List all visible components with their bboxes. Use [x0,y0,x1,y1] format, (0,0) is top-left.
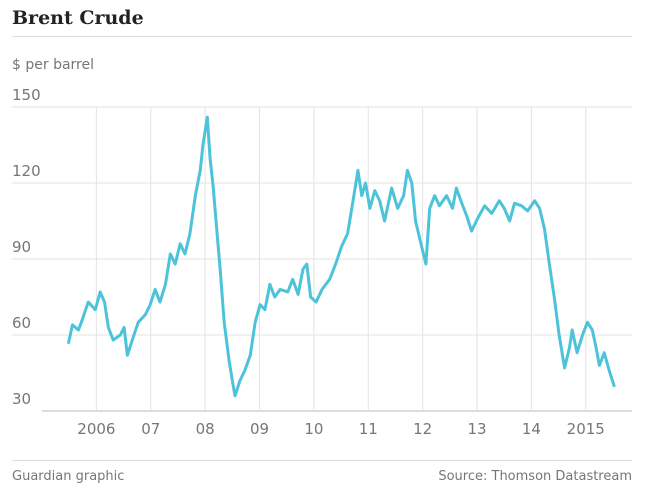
y-tick-label: 30 [12,390,31,408]
x-tick-label: 2006 [77,420,115,438]
y-tick-label: 60 [12,314,31,332]
price-line [67,115,616,398]
x-tick-label: 07 [141,420,160,438]
x-tick-label: 11 [359,420,378,438]
y-tick-label: 120 [12,162,41,180]
x-tick-label: 08 [196,420,215,438]
x-tick-label: 09 [250,420,269,438]
x-tick-label: 2015 [567,420,605,438]
y-tick-label: 90 [12,238,31,256]
x-tick-label: 13 [467,420,486,438]
x-tick-label: 10 [304,420,323,438]
source: Source: Thomson Datastream [438,469,632,484]
x-tick-label: 14 [522,420,541,438]
x-tick-label: 12 [413,420,432,438]
y-tick-label: 150 [12,86,41,104]
y-axis-label: $ per barrel [12,57,94,73]
credit: Guardian graphic [12,469,124,484]
chart-title: Brent Crude [12,7,144,29]
